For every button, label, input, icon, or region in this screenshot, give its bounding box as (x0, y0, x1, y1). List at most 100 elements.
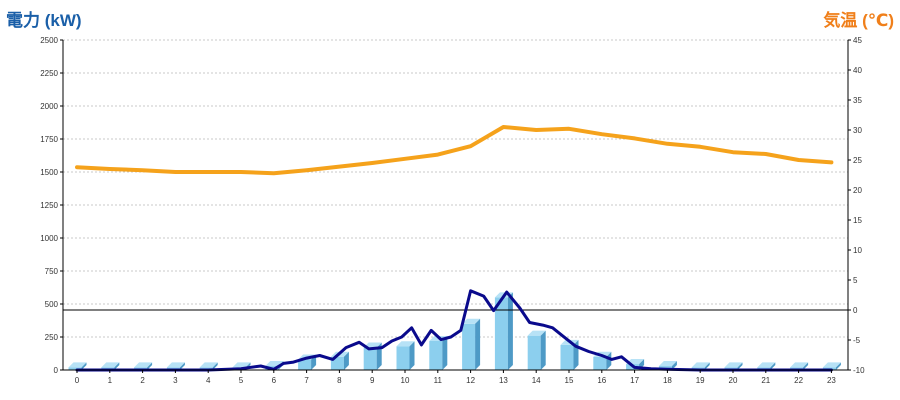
right-tick-label: 30 (853, 126, 862, 135)
bar-top (232, 362, 251, 368)
right-tick-label: 40 (853, 66, 862, 75)
series-lines (75, 125, 834, 372)
bar-top (757, 362, 776, 368)
bar-top (199, 362, 218, 368)
power-bar (396, 341, 415, 370)
bar-front (429, 340, 443, 370)
left-tick-label: 250 (45, 333, 59, 342)
bar-top (527, 330, 546, 336)
power-bar (527, 330, 546, 370)
bar-top (658, 361, 677, 367)
power-bar (494, 292, 513, 370)
x-tick-label: 23 (827, 376, 836, 385)
right-tick-label: 5 (853, 276, 858, 285)
bar-front (462, 323, 476, 370)
axes (60, 39, 851, 373)
left-tick-label: 1000 (40, 234, 58, 243)
bar-side (179, 362, 185, 370)
x-tick-label: 20 (729, 376, 738, 385)
bar-side (671, 361, 677, 370)
bar-top (68, 362, 87, 368)
x-tick-label: 13 (499, 376, 508, 385)
x-tick-label: 6 (272, 376, 277, 385)
power-bar (560, 339, 579, 370)
x-tick-label: 8 (337, 376, 342, 385)
right-tick-label: 35 (853, 96, 862, 105)
power-line (75, 289, 833, 372)
bar-side (835, 362, 841, 370)
left-tick-label: 500 (45, 300, 59, 309)
bar-top (724, 362, 743, 368)
bar-top (134, 362, 153, 368)
bar-side (147, 362, 153, 370)
x-tick-label: 21 (761, 376, 770, 385)
left-tick-label: 0 (54, 366, 59, 375)
bar-top (462, 318, 481, 324)
power-bar (429, 335, 448, 370)
bar-side (114, 362, 120, 370)
x-tick-label: 4 (206, 376, 211, 385)
x-tick-label: 19 (696, 376, 705, 385)
bar-front (396, 346, 410, 370)
bar-side (704, 362, 710, 370)
bar-front (363, 347, 377, 370)
left-axis-title: 電力 (kW) (6, 11, 82, 30)
x-tick-label: 18 (663, 376, 672, 385)
x-tick-label: 15 (565, 376, 574, 385)
bar-side (212, 362, 218, 370)
x-tick-label: 16 (597, 376, 606, 385)
right-tick-label: 0 (853, 306, 858, 315)
right-axis-title: 気温 (℃) (823, 11, 894, 30)
right-tick-label: 45 (853, 36, 862, 45)
bar-side (343, 351, 349, 370)
x-tick-label: 7 (304, 376, 309, 385)
bar-top (790, 362, 809, 368)
grid-lines (63, 39, 848, 338)
bar-top (396, 341, 415, 347)
left-tick-label: 1250 (40, 201, 58, 210)
bar-top (363, 342, 382, 348)
bar-front (527, 335, 541, 370)
bar-front (560, 344, 574, 370)
left-tick-label: 1500 (40, 168, 58, 177)
x-tick-label: 2 (140, 376, 145, 385)
tick-labels: 02505007501000125015001750200022502500-1… (40, 36, 865, 385)
bar-side (803, 362, 809, 370)
left-tick-label: 2250 (40, 69, 58, 78)
x-tick-label: 14 (532, 376, 541, 385)
right-tick-label: 10 (853, 246, 862, 255)
temperature-line (75, 125, 834, 176)
bar-side (475, 318, 481, 370)
left-tick-label: 2500 (40, 36, 58, 45)
bar-front (68, 367, 82, 370)
right-tick-label: 25 (853, 156, 862, 165)
right-tick-label: -5 (853, 336, 861, 345)
x-tick-label: 12 (466, 376, 475, 385)
bar-front (298, 359, 312, 370)
x-tick-label: 0 (75, 376, 80, 385)
bar-front (494, 297, 508, 370)
left-tick-label: 2000 (40, 102, 58, 111)
x-tick-label: 17 (630, 376, 639, 385)
x-tick-label: 5 (239, 376, 244, 385)
x-tick-label: 9 (370, 376, 375, 385)
right-tick-label: -10 (853, 366, 865, 375)
bar-side (737, 362, 743, 370)
x-tick-label: 11 (434, 376, 443, 385)
right-tick-label: 20 (853, 186, 862, 195)
bar-front (593, 356, 607, 370)
x-tick-label: 22 (794, 376, 803, 385)
bar-side (81, 362, 87, 370)
x-tick-label: 1 (108, 376, 113, 385)
x-tick-label: 10 (401, 376, 410, 385)
power-bar (462, 318, 481, 370)
bar-side (507, 292, 513, 370)
x-tick-label: 3 (173, 376, 178, 385)
left-tick-label: 750 (45, 267, 59, 276)
bar-side (409, 341, 415, 370)
power-bar (363, 342, 382, 370)
power-bar (68, 362, 87, 370)
left-tick-label: 1750 (40, 135, 58, 144)
bar-side (442, 335, 448, 370)
